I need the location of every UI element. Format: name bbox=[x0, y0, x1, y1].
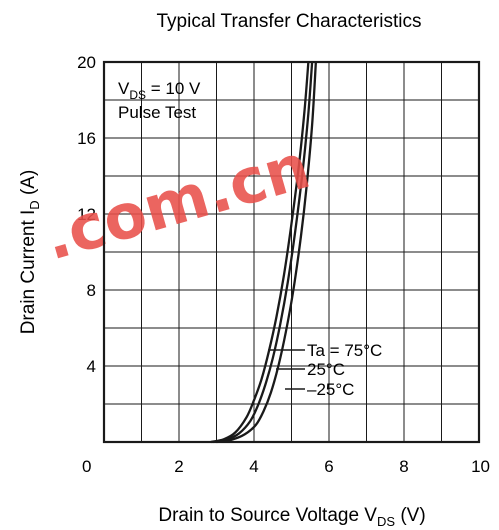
y-tick-label: 20 bbox=[77, 53, 96, 72]
series-line-0 bbox=[210, 61, 310, 444]
y-axis-label: Drain Current ID (A) bbox=[18, 170, 42, 335]
x-tick-label: 4 bbox=[249, 457, 258, 476]
x-tick-label: 10 bbox=[471, 457, 490, 476]
x-tick-label: 6 bbox=[324, 457, 333, 476]
legend-label-75: Ta = 75°C bbox=[307, 341, 382, 360]
x-tick-labels: 0 2 4 6 8 10 bbox=[82, 457, 490, 476]
x-axis-label: Drain to Source Voltage VDS (V) bbox=[158, 505, 425, 529]
y-tick-labels: 4 8 12 16 20 bbox=[77, 53, 96, 376]
legend-label-25: 25°C bbox=[307, 360, 345, 379]
y-tick-label: 4 bbox=[87, 357, 96, 376]
x-tick-label: 0 bbox=[82, 457, 91, 476]
vds-condition: VDS = 10 V bbox=[118, 79, 201, 102]
plot-frame bbox=[102, 60, 481, 444]
legend-label-m25: –25°C bbox=[307, 380, 354, 399]
temperature-labels: Ta = 75°C 25°C –25°C bbox=[268, 341, 382, 399]
y-tick-label: 16 bbox=[77, 129, 96, 148]
pulse-test-note: Pulse Test bbox=[118, 103, 196, 122]
series-line-1 bbox=[212, 61, 314, 444]
chart-title: Typical Transfer Characteristics bbox=[156, 11, 421, 32]
y-tick-label: 8 bbox=[87, 281, 96, 300]
watermark-text: .com.cn bbox=[36, 129, 318, 274]
x-tick-label: 2 bbox=[174, 457, 183, 476]
series-line-2 bbox=[216, 61, 318, 444]
series-curves bbox=[210, 61, 318, 444]
y-tick-label: 12 bbox=[77, 205, 96, 224]
x-tick-label: 8 bbox=[399, 457, 408, 476]
